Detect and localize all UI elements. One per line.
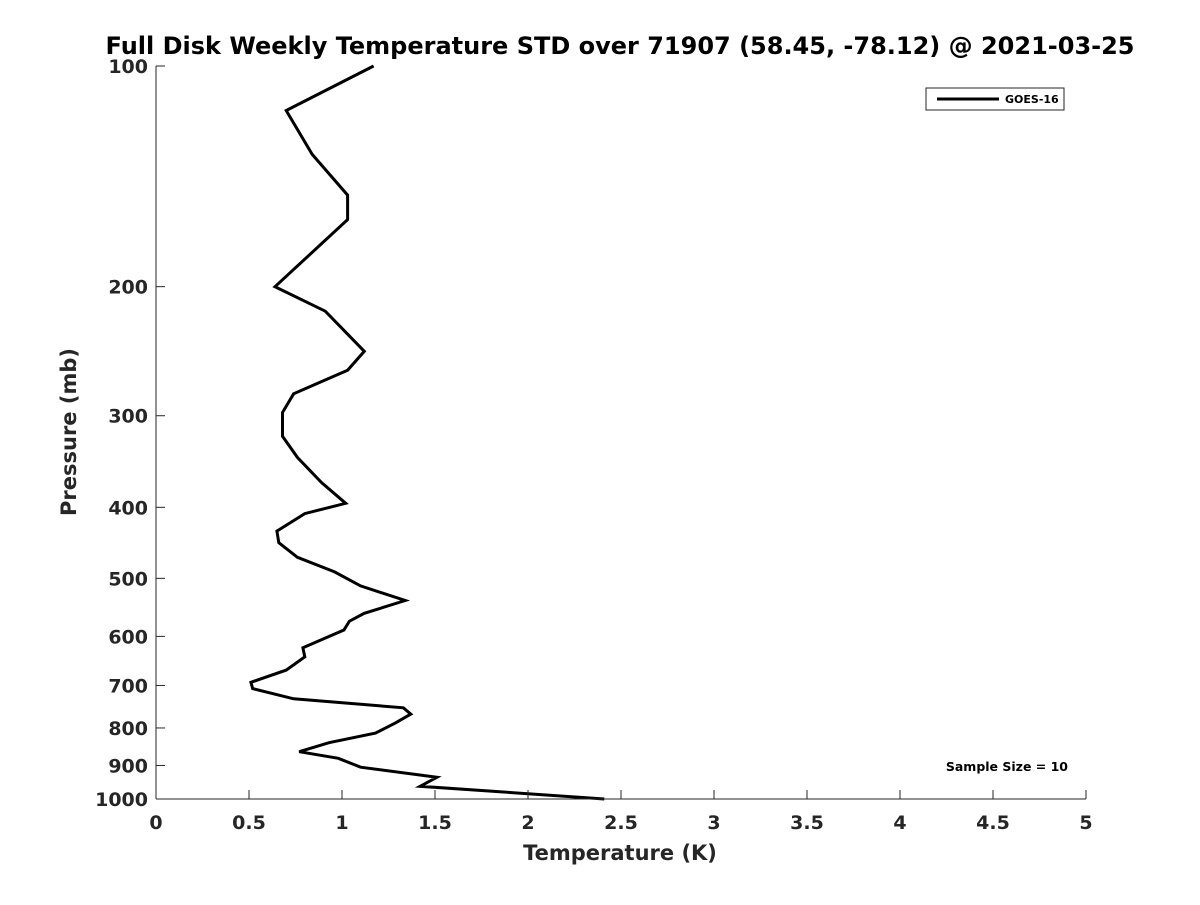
chart-title: Full Disk Weekly Temperature STD over 71… (106, 32, 1135, 60)
x-axis-ticks: 0 0.5 1 1.5 2 2.5 3 3.5 4 4.5 5 (149, 790, 1093, 834)
x-tick-label: 0.5 (232, 812, 266, 834)
y-tick-label: 800 (108, 718, 148, 740)
legend-entry-goes-16: GOES-16 (1005, 93, 1059, 106)
y-tick-label: 1000 (95, 789, 148, 811)
x-tick-label: 3.5 (790, 812, 824, 834)
y-axis-label: Pressure (mb) (57, 348, 81, 516)
series-line-goes-16 (249, 64, 605, 801)
y-axis-ticks: 100 200 300 400 500 600 700 800 900 1000 (95, 56, 165, 811)
plot-background (156, 66, 1086, 799)
y-tick-label: 700 (108, 675, 148, 697)
x-tick-label: 4.5 (976, 812, 1010, 834)
x-tick-label: 1.5 (418, 812, 452, 834)
x-tick-label: 3 (707, 812, 720, 834)
x-tick-label: 5 (1079, 812, 1092, 834)
x-axis-label: Temperature (K) (523, 841, 717, 865)
y-tick-label: 200 (108, 277, 148, 299)
y-tick-label: 600 (108, 626, 148, 648)
x-tick-label: 2.5 (604, 812, 638, 834)
x-tick-label: 1 (335, 812, 348, 834)
y-tick-label: 100 (108, 56, 148, 78)
y-tick-label: 300 (108, 406, 148, 428)
legend: GOES-16 (925, 87, 1065, 111)
sample-size-annotation: Sample Size = 10 (946, 759, 1068, 774)
y-tick-label: 500 (108, 568, 148, 590)
plot-area (155, 64, 1086, 801)
y-tick-label: 900 (108, 755, 148, 777)
x-tick-label: 0 (149, 812, 162, 834)
y-tick-label: 400 (108, 497, 148, 519)
x-tick-label: 2 (521, 812, 534, 834)
x-tick-label: 4 (893, 812, 906, 834)
